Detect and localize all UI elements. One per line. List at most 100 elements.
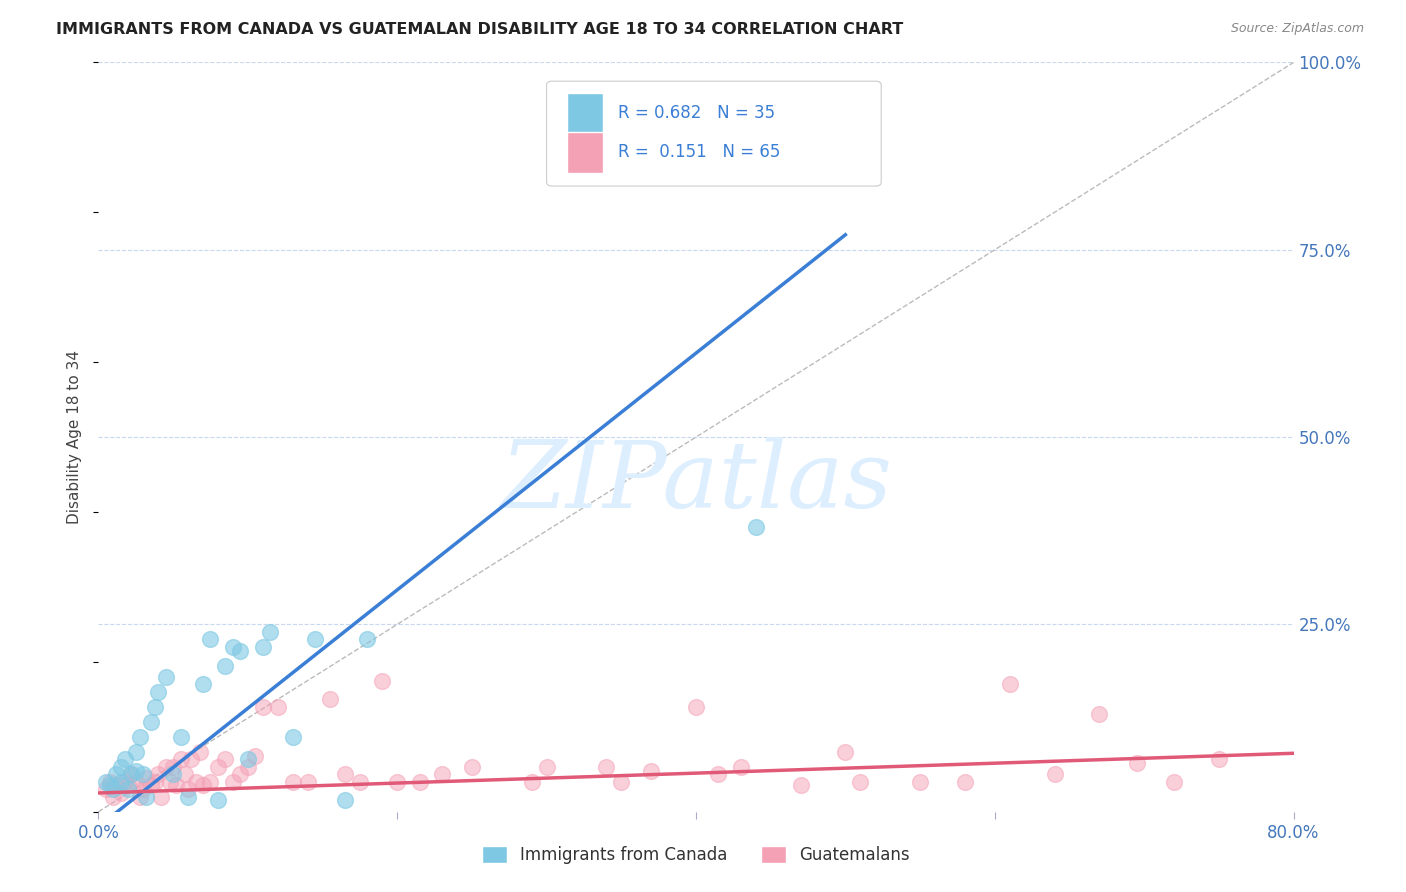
Point (214, 752, 236, 766)
Point (103, 782, 125, 797)
Point (120, 767, 142, 781)
Point (640, 764, 662, 778)
Point (319, 692, 342, 706)
Point (207, 793, 229, 807)
Point (105, 767, 128, 781)
Text: R =  0.151   N = 65: R = 0.151 N = 65 (619, 144, 780, 161)
Point (135, 771, 157, 785)
Point (908, 774, 931, 789)
Point (685, 699, 707, 714)
Point (132, 767, 155, 781)
Point (1125, 756, 1147, 770)
Text: Source: ZipAtlas.com: Source: ZipAtlas.com (1230, 22, 1364, 36)
Point (148, 767, 170, 781)
Point (229, 767, 252, 781)
Point (536, 760, 558, 774)
Point (125, 745, 148, 759)
Point (953, 774, 976, 789)
Point (745, 520, 768, 534)
Point (461, 760, 484, 774)
Point (114, 774, 136, 789)
Point (1208, 752, 1230, 766)
Point (281, 774, 304, 789)
Point (267, 699, 290, 714)
Point (349, 774, 371, 789)
Point (169, 752, 191, 766)
Point (103, 789, 125, 804)
Point (252, 640, 274, 654)
Point (162, 767, 184, 781)
Text: IMMIGRANTS FROM CANADA VS GUATEMALAN DISABILITY AGE 18 TO 34 CORRELATION CHART: IMMIGRANTS FROM CANADA VS GUATEMALAN DIS… (56, 22, 904, 37)
Point (98, 779, 122, 793)
Point (236, 760, 259, 774)
Point (207, 760, 229, 774)
Point (94, 774, 117, 789)
Point (139, 714, 162, 729)
Point (98, 774, 122, 789)
Point (229, 643, 252, 657)
Point (110, 786, 132, 800)
Point (129, 789, 152, 804)
Point (135, 789, 157, 804)
Point (281, 730, 304, 744)
Point (200, 632, 222, 647)
Point (162, 760, 184, 774)
Point (834, 745, 856, 759)
Text: R = 0.682   N = 35: R = 0.682 N = 35 (619, 104, 776, 122)
Point (117, 782, 139, 797)
Point (200, 774, 222, 789)
Point (252, 699, 274, 714)
Point (304, 632, 326, 647)
Point (125, 764, 148, 778)
Point (520, 774, 543, 789)
Point (165, 779, 187, 793)
Point (610, 774, 633, 789)
Point (998, 677, 1021, 691)
Point (730, 760, 752, 774)
Point (155, 760, 177, 774)
Point (789, 779, 811, 793)
Point (110, 760, 132, 774)
Point (125, 774, 148, 789)
Point (143, 699, 166, 714)
Point (1043, 767, 1066, 781)
Point (169, 730, 191, 744)
Point (177, 782, 200, 797)
Point (188, 745, 211, 759)
Point (159, 774, 181, 789)
Point (333, 793, 356, 807)
Point (222, 774, 245, 789)
Point (129, 730, 152, 744)
Point (595, 760, 617, 774)
Point (174, 767, 197, 781)
Point (849, 774, 872, 789)
Point (245, 748, 267, 763)
Point (177, 789, 200, 804)
Point (385, 774, 409, 789)
Text: ZIPatlas: ZIPatlas (501, 437, 891, 527)
Point (430, 767, 453, 781)
Point (117, 779, 139, 793)
Point (333, 767, 356, 781)
Point (132, 782, 155, 797)
Legend: Immigrants from Canada, Guatemalans: Immigrants from Canada, Guatemalans (475, 839, 917, 871)
Point (120, 767, 142, 781)
FancyBboxPatch shape (547, 81, 882, 186)
Point (408, 774, 430, 789)
FancyBboxPatch shape (567, 93, 603, 134)
Point (143, 774, 166, 789)
Point (94, 782, 117, 797)
Y-axis label: Disability Age 18 to 34: Disability Age 18 to 34 (67, 350, 83, 524)
Point (1163, 774, 1185, 789)
Point (297, 774, 319, 789)
Point (191, 677, 214, 691)
Point (214, 658, 236, 673)
Point (707, 767, 730, 781)
Point (236, 752, 259, 766)
Point (371, 673, 394, 688)
Point (114, 752, 136, 766)
Point (150, 789, 173, 804)
Point (155, 670, 177, 684)
Point (148, 685, 170, 699)
Point (259, 624, 281, 639)
